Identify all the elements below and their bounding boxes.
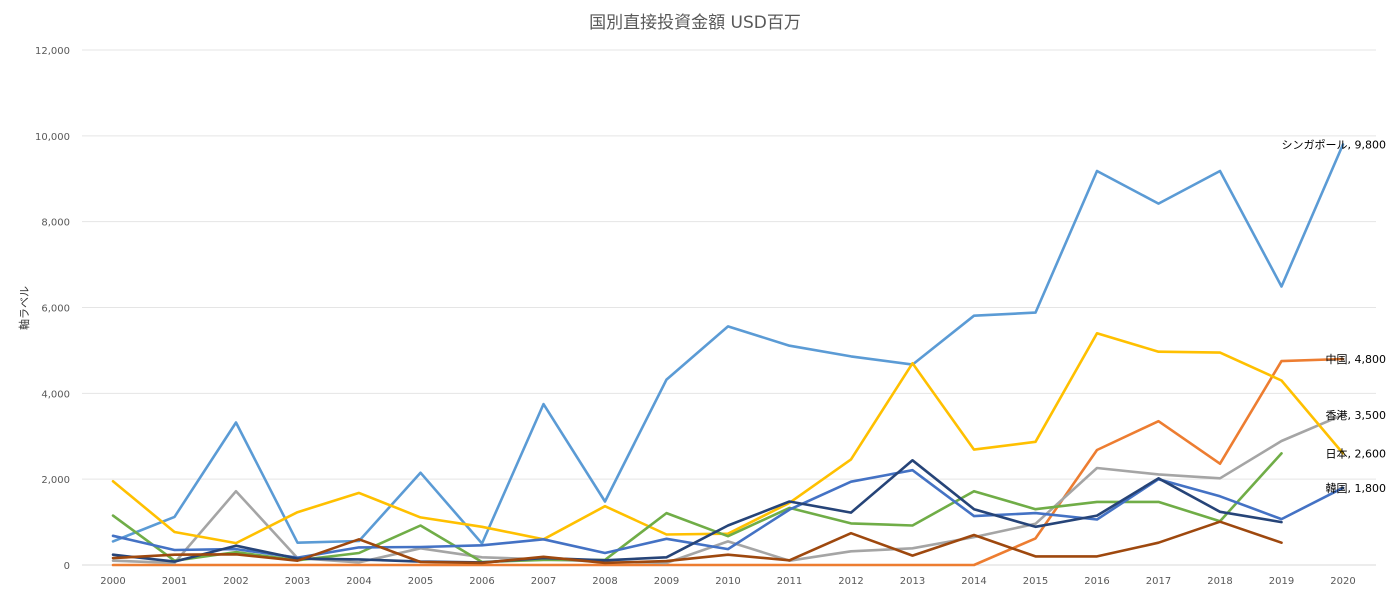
x-tick-label: 2007 — [531, 576, 556, 587]
data-label-5: 日本, 2,600 — [1326, 446, 1386, 460]
x-tick-label: 2002 — [223, 576, 248, 587]
y-tick-label: 8,000 — [41, 218, 70, 229]
y-tick-label: 2,000 — [41, 475, 70, 486]
y-tick-label: 12,000 — [35, 46, 70, 57]
x-tick-label: 2016 — [1084, 576, 1109, 587]
gridlines — [82, 49, 1376, 566]
chart-title: 国別直接投資金額 USD百万 — [589, 13, 801, 33]
series-line-4 — [111, 331, 1345, 545]
x-tick-label: 2009 — [654, 576, 679, 587]
x-tick-label: 2006 — [469, 576, 494, 587]
x-tick-label: 2018 — [1207, 576, 1232, 587]
x-tick-label: 2010 — [715, 576, 740, 587]
series-line-8 — [111, 520, 1283, 565]
x-tick-label: 2005 — [408, 576, 433, 587]
x-tick-label: 2019 — [1269, 576, 1294, 587]
y-tick-label: 4,000 — [41, 389, 70, 400]
data-label-6: 韓国, 1,800 — [1326, 482, 1386, 495]
y-axis-tick-labels: 0 2,000 4,000 6,000 8,000 10,000 12,000 — [35, 46, 70, 572]
y-tick-label: 10,000 — [35, 132, 70, 143]
data-labels: シンガポール, 9,800 中国, 4,800 香港, 3,500 日本, 2,600… — [1282, 138, 1386, 494]
y-tick-label: 0 — [64, 561, 70, 572]
series-line-6 — [111, 468, 1345, 560]
y-tick-label: 6,000 — [41, 304, 70, 315]
x-tick-label: 2008 — [592, 576, 617, 587]
series-line-1 — [111, 143, 1345, 545]
series-line-7 — [111, 458, 1283, 564]
series-line-2 — [111, 357, 1345, 567]
data-label-3: 香港, 3,500 — [1326, 409, 1386, 422]
x-tick-label: 2014 — [961, 576, 986, 587]
x-tick-label: 2004 — [346, 576, 371, 587]
x-tick-label: 2020 — [1330, 576, 1355, 587]
x-tick-label: 2003 — [285, 576, 310, 587]
data-label-1: シンガポール, 9,800 — [1282, 138, 1386, 151]
y-axis-title: 軸ラベル — [17, 286, 31, 330]
x-axis-tick-labels: 2000 2001 2002 2003 2004 2005 2006 2007 2008 2009… — [100, 576, 1355, 587]
data-label-2: 中国, 4,800 — [1326, 353, 1386, 366]
series-lines — [111, 143, 1345, 567]
x-tick-label: 2011 — [777, 576, 802, 587]
x-tick-label: 2012 — [838, 576, 863, 587]
x-tick-label: 2015 — [1023, 576, 1048, 587]
x-tick-label: 2000 — [100, 576, 125, 587]
x-tick-label: 2013 — [900, 576, 925, 587]
x-tick-label: 2001 — [162, 576, 187, 587]
x-tick-label: 2017 — [1146, 576, 1171, 587]
